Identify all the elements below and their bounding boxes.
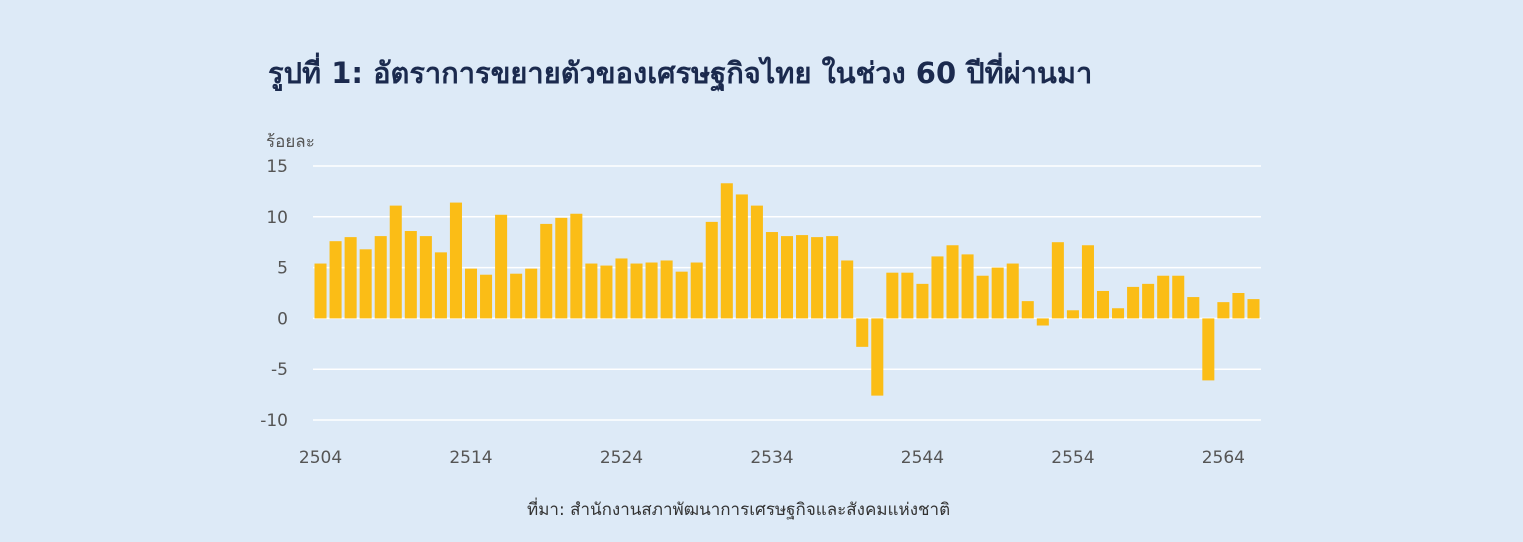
bar: [750, 205, 763, 319]
y-tick-label: -5: [271, 360, 288, 380]
bar: [660, 260, 673, 319]
bar: [1036, 318, 1049, 326]
source-note: ที่มา: สำนักงานสภาพัฒนาการเศรษฐกิจและสัง…: [527, 500, 951, 520]
x-tick-label: 2504: [299, 448, 342, 468]
bar: [359, 249, 372, 319]
bar: [690, 262, 703, 319]
bar: [675, 271, 688, 319]
bar: [540, 223, 553, 319]
bar: [419, 236, 432, 319]
bar: [976, 275, 989, 319]
x-tick-label: 2564: [1202, 448, 1245, 468]
bar: [1217, 302, 1230, 319]
bar: [1172, 275, 1185, 319]
bar: [1157, 275, 1170, 319]
bar: [841, 260, 854, 319]
bar: [765, 232, 778, 319]
x-tick-label: 2534: [750, 448, 793, 468]
y-tick-label: 10: [266, 208, 288, 228]
bar: [434, 252, 447, 319]
bar: [931, 256, 944, 319]
bar: [811, 237, 824, 319]
bar: [555, 217, 568, 319]
bar: [1187, 297, 1200, 319]
bar: [1202, 318, 1215, 381]
bar: [344, 237, 357, 319]
bar: [389, 205, 402, 319]
bar: [464, 268, 478, 319]
bar: [525, 268, 538, 319]
bar: [449, 202, 462, 319]
bar: [1127, 286, 1140, 319]
bar: [1081, 245, 1094, 319]
bar: [480, 274, 493, 319]
bar: [645, 262, 658, 319]
bar: [600, 265, 613, 319]
bar: [615, 258, 628, 319]
bar: [901, 272, 914, 319]
bar: [1096, 290, 1110, 319]
y-tick-label: -10: [260, 411, 288, 431]
bar: [1142, 283, 1155, 319]
bar: [886, 272, 899, 319]
bar: [735, 194, 748, 319]
bar: [374, 236, 387, 319]
bar: [871, 318, 884, 396]
bar: [585, 263, 598, 319]
bars: [314, 183, 1260, 396]
bar: [1112, 308, 1125, 319]
bar: [329, 241, 342, 319]
bar: [1066, 310, 1079, 319]
x-tick-label: 2544: [901, 448, 944, 468]
bar: [1232, 293, 1245, 319]
bar: [510, 273, 523, 319]
bar: [961, 254, 974, 319]
bar: [495, 214, 508, 319]
bar: [705, 221, 718, 319]
bar: [314, 263, 327, 319]
x-tick-label: 2514: [449, 448, 492, 468]
y-axis-label: ร้อยละ: [266, 132, 315, 152]
bar: [570, 213, 583, 319]
bar: [404, 231, 417, 319]
x-tick-label: 2524: [600, 448, 643, 468]
bar: [1247, 299, 1260, 319]
bar: [630, 263, 643, 319]
x-tick-labels: 2504 2514 2524 2534 2544 2554 2564: [299, 448, 1245, 468]
bar: [916, 283, 929, 319]
bar: [1051, 242, 1064, 319]
bar: [826, 236, 839, 319]
chart-title: รูปที่ 1: อัตราการขยายตัวของเศรษฐกิจไทย …: [268, 56, 1093, 90]
y-tick-label: 0: [277, 309, 288, 329]
bar: [856, 318, 869, 347]
bar: [991, 267, 1004, 319]
x-tick-label: 2554: [1051, 448, 1094, 468]
bar: [946, 245, 959, 319]
bar: [780, 236, 794, 319]
bar: [1021, 301, 1034, 319]
bar: [720, 183, 733, 319]
bar: [1006, 263, 1019, 319]
y-tick-labels: 15 10 5 0 -5 -10: [260, 157, 288, 431]
bar: [796, 235, 809, 319]
y-tick-label: 5: [277, 259, 288, 279]
y-tick-label: 15: [266, 157, 288, 177]
